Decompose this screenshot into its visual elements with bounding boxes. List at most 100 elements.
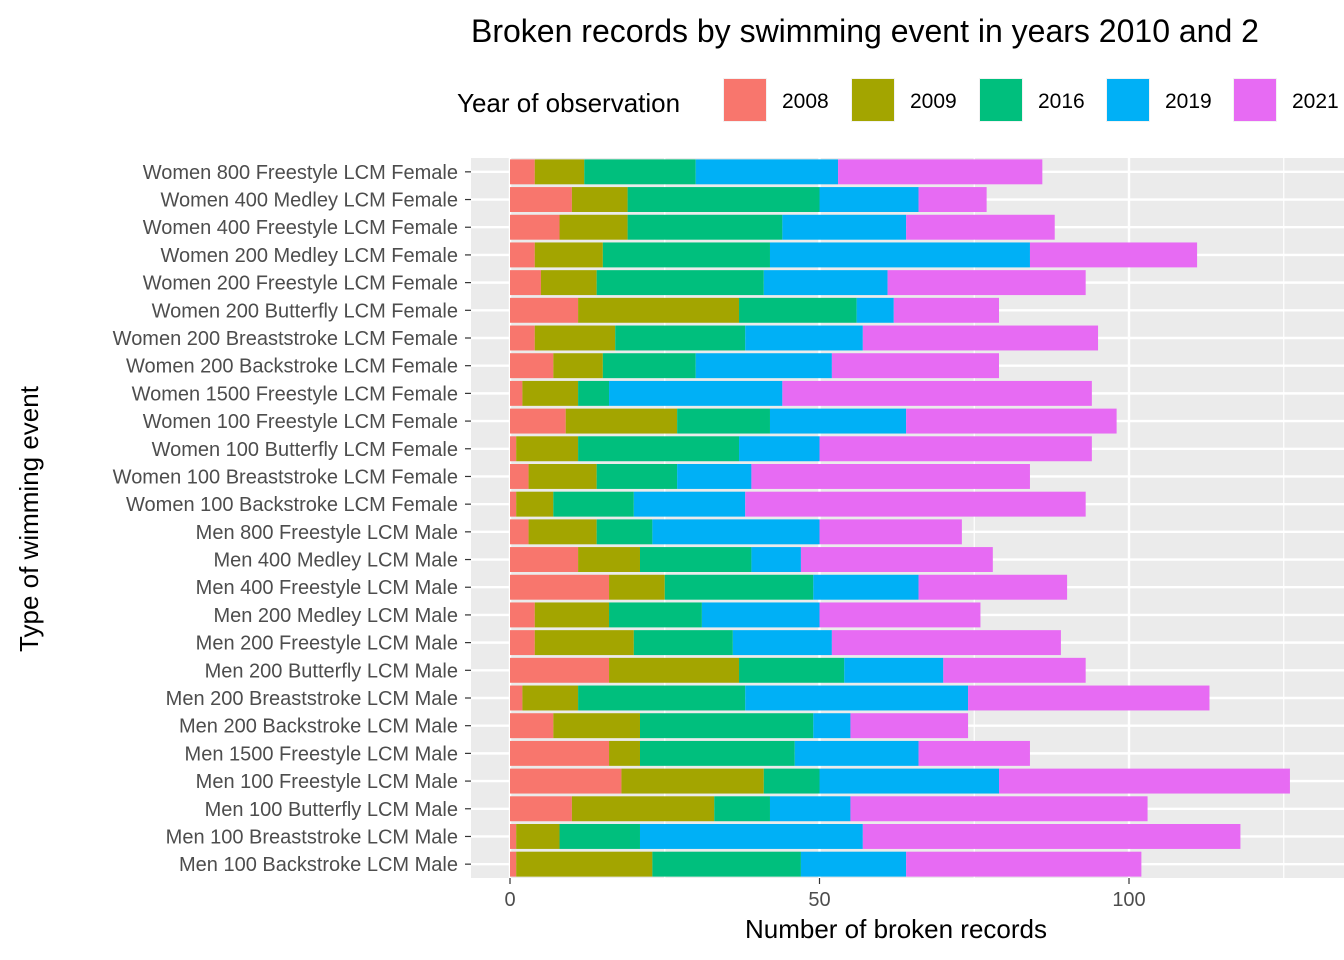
bar-segment-2019	[769, 796, 851, 822]
y-tick-label: Women 100 Freestyle LCM Female	[143, 411, 458, 433]
bar-segment-2009	[534, 159, 585, 185]
legend-swatch-2021	[1234, 79, 1276, 121]
bar-segment-2019	[763, 270, 888, 296]
y-tick-label: Men 100 Butterfly LCM Male	[205, 799, 458, 821]
bar-segment-2008	[510, 602, 535, 628]
bar-segment-2016	[578, 436, 740, 462]
y-tick-label: Women 100 Backstroke LCM Female	[126, 494, 458, 516]
bar-segment-2008	[510, 519, 529, 545]
bar-segment-2008	[510, 436, 517, 462]
bar-segment-2008	[510, 242, 535, 268]
legend-swatch-2009	[852, 79, 894, 121]
bar-segment-2009	[571, 796, 715, 822]
bar-segment-2021	[782, 380, 1092, 406]
bar-segment-2021	[862, 325, 1099, 351]
y-tick-label: Men 1500 Freestyle LCM Male	[185, 743, 458, 765]
x-axis: 0 50 100	[504, 878, 1146, 911]
bar-segment-2021	[1029, 242, 1198, 268]
bar-segment-2009	[609, 657, 740, 683]
y-tick-label: Women 200 Backstroke LCM Female	[126, 356, 458, 378]
bar-segment-2008	[510, 574, 610, 600]
y-tick-label: Men 200 Freestyle LCM Male	[196, 633, 458, 655]
bar-segment-2019	[745, 325, 863, 351]
bar-segment-2009	[559, 214, 628, 240]
y-tick-label: Women 800 Freestyle LCM Female	[143, 162, 458, 184]
bar-segment-2009	[522, 380, 579, 406]
bar-segment-2019	[609, 380, 783, 406]
bar-segment-2019	[819, 768, 1000, 794]
bar-segment-2016	[609, 602, 702, 628]
bar-segment-2019	[813, 713, 851, 739]
bar-segment-2016	[596, 464, 678, 489]
bar-segment-2016	[639, 740, 795, 766]
x-tick-label: 100	[1112, 889, 1145, 911]
bar-segment-2016	[664, 574, 814, 600]
bar-segment-2019	[844, 657, 944, 683]
bar-segment-2021	[906, 851, 1142, 877]
bar-segment-2008	[510, 353, 554, 379]
x-tick-label: 0	[504, 889, 515, 911]
bar-segment-2008	[510, 159, 535, 185]
bar-segment-2009	[534, 325, 616, 351]
y-tick-label: Men 400 Medley LCM Male	[213, 550, 458, 572]
bar-segment-2016	[627, 187, 820, 212]
bar-segment-2016	[633, 630, 733, 656]
bar-segment-2019	[813, 574, 919, 600]
bar-segment-2021	[800, 547, 993, 572]
bar-segment-2008	[510, 187, 572, 212]
bar-segment-2008	[510, 768, 622, 794]
bar-segment-2008	[510, 685, 523, 711]
bar-segment-2009	[528, 519, 597, 545]
bar-segment-2021	[887, 270, 1086, 296]
bar-segment-2008	[510, 657, 610, 683]
legend-swatch-2016	[980, 79, 1022, 121]
y-tick-label: Men 200 Backstroke LCM Male	[179, 716, 458, 738]
legend-swatch-2008	[724, 79, 766, 121]
y-tick-label: Men 200 Butterfly LCM Male	[205, 660, 458, 682]
bar-segment-2019	[745, 685, 969, 711]
bar-segment-2009	[516, 436, 579, 462]
y-tick-label: Men 100 Freestyle LCM Male	[196, 771, 458, 793]
y-tick-label: Men 200 Medley LCM Male	[213, 605, 458, 627]
bar-segment-2008	[510, 325, 535, 351]
bar-segment-2009	[534, 242, 603, 268]
bar-segment-2008	[510, 297, 579, 323]
bar-segment-2009	[609, 740, 640, 766]
bar-segment-2019	[701, 602, 820, 628]
bar-segment-2008	[510, 270, 541, 296]
bar-segment-2008	[510, 464, 529, 489]
bar-segment-2019	[695, 353, 832, 379]
bar-segment-2008	[510, 713, 554, 739]
bar-segment-2019	[769, 242, 1030, 268]
bar-segment-2008	[510, 491, 517, 517]
legend-label-2016: 2016	[1038, 90, 1085, 113]
bar-segment-2021	[751, 464, 1030, 489]
bar-segment-2009	[516, 824, 560, 849]
bar-segment-2019	[794, 740, 919, 766]
bar-segment-2009	[516, 851, 653, 877]
bar-segment-2019	[732, 630, 832, 656]
bar-segment-2019	[800, 851, 907, 877]
bar-segment-2008	[510, 380, 523, 406]
bar-segment-2009	[522, 685, 579, 711]
y-tick-label: Women 200 Freestyle LCM Female	[143, 273, 458, 295]
legend-swatch-2019	[1107, 79, 1149, 121]
bar-segment-2016	[602, 242, 770, 268]
legend-label-2008: 2008	[782, 90, 829, 113]
bar-segment-2016	[639, 713, 814, 739]
y-tick-label: Women 1500 Freestyle LCM Female	[132, 383, 458, 405]
bar-segment-2019	[769, 408, 907, 434]
bar-segment-2009	[534, 602, 610, 628]
bar-segment-2021	[838, 159, 1043, 185]
bar-segment-2021	[999, 768, 1290, 794]
bar-segment-2008	[510, 740, 610, 766]
y-tick-label: Women 400 Freestyle LCM Female	[143, 217, 458, 239]
legend-label-2021: 2021	[1292, 90, 1339, 113]
bar-segment-2009	[528, 464, 597, 489]
bar-segment-2021	[906, 214, 1055, 240]
y-tick-label: Men 200 Breaststroke LCM Male	[166, 688, 458, 710]
bar-segment-2008	[510, 796, 572, 822]
bar-segment-2021	[831, 353, 1000, 379]
bar-segment-2019	[639, 824, 863, 849]
